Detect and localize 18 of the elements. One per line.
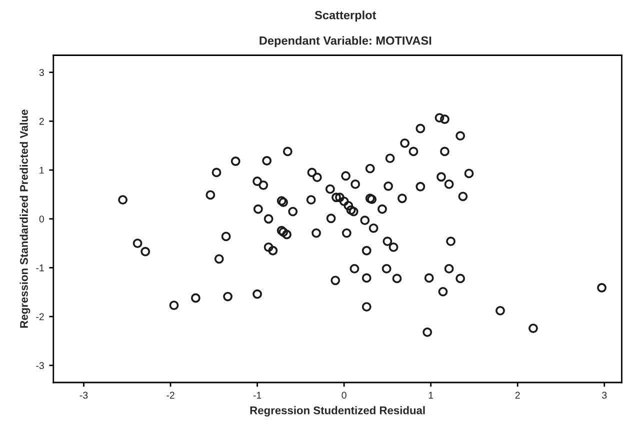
y-tick-label: -1	[36, 264, 44, 272]
x-tick-label: 3	[602, 392, 607, 399]
x-tick-label: 0	[342, 392, 346, 399]
y-tick-label: -3	[36, 362, 44, 370]
x-tick-label: 1	[428, 392, 434, 399]
x-tick-label: -2	[166, 392, 174, 399]
chart-subtitle: Dependant Variable: MOTIVASI	[260, 36, 432, 48]
x-axis-title: Regression Studentized Residual	[250, 406, 425, 417]
chart-title: Scatterplot	[314, 10, 376, 22]
y-tick-label: 3	[39, 69, 44, 76]
y-tick-label: -2	[36, 313, 44, 320]
x-tick-label: 2	[515, 392, 520, 399]
y-tick-label: 0	[39, 216, 44, 222]
y-axis-title: Regression Standardized Predicted Value	[20, 110, 30, 328]
y-tick-label: 1	[40, 166, 44, 174]
x-tick-label: -1	[253, 392, 262, 399]
x-tick-label: -3	[80, 392, 88, 399]
y-tick-label: 2	[39, 118, 44, 125]
